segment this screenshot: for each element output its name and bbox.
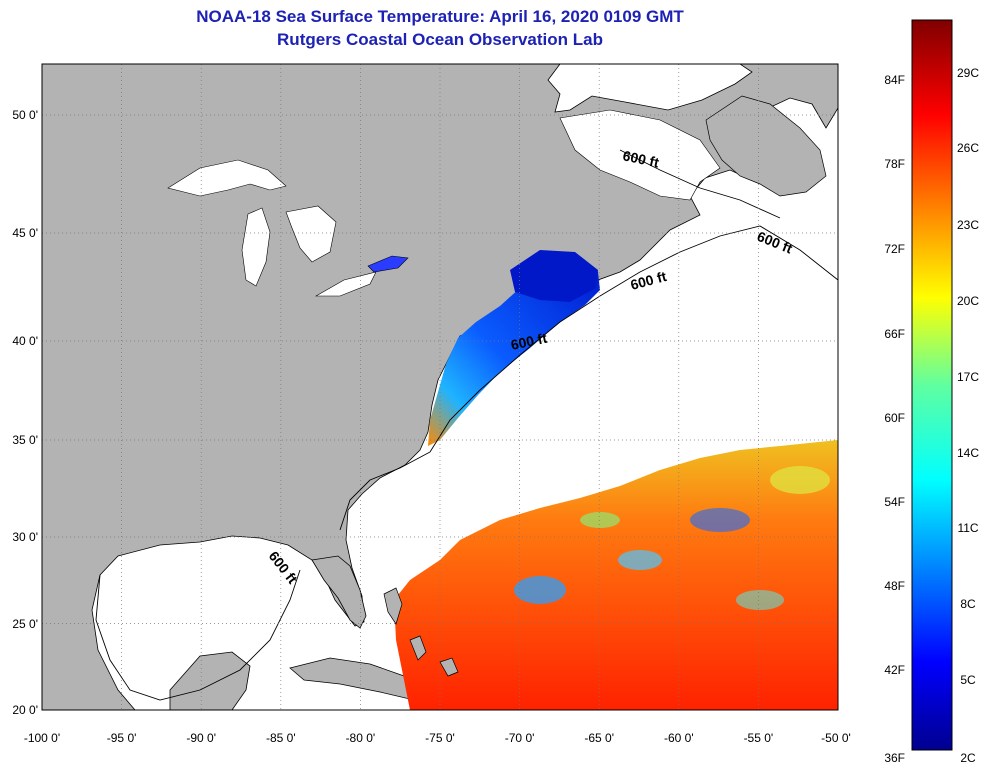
colorbar-f-label: 84F (884, 73, 905, 87)
lon-tick-label: -80 0' (346, 731, 376, 745)
colorbar-c-label: 17C (957, 370, 979, 384)
colorbar-c-label: 20C (957, 294, 979, 308)
lon-tick-label: -55 0' (744, 731, 774, 745)
colorbar-f-label: 60F (884, 411, 905, 425)
lat-tick-label: 45 0' (12, 226, 38, 240)
map-gridlines (42, 64, 838, 710)
florida-peninsula (311, 555, 367, 629)
lake-huron (285, 205, 337, 263)
yucatan-land (169, 651, 251, 710)
lat-tick-label: 30 0' (12, 530, 38, 544)
colorbar-c-label: 5C (960, 673, 976, 687)
lat-tick-label: 25 0' (12, 617, 38, 631)
map-title: NOAA-18 Sea Surface Temperature: April 1… (196, 7, 684, 26)
colorbar-c-label: 26C (957, 141, 979, 155)
colorbar-f-label: 54F (884, 495, 905, 509)
colorbar-f-label: 78F (884, 157, 905, 171)
lat-tick-label: 50 0' (12, 108, 38, 122)
contour-label: 600 ft (621, 147, 660, 170)
contour-label: 600 ft (509, 330, 548, 353)
warm-sst-region (394, 440, 838, 710)
colorbar-c-label: 8C (960, 597, 976, 611)
lake-superior (167, 159, 287, 197)
lon-tick-label: -65 0' (584, 731, 614, 745)
bahamas-islands (383, 587, 459, 677)
map-subtitle: Rutgers Coastal Ocean Observation Lab (277, 30, 603, 49)
colorbar-c-label: 2C (960, 751, 976, 765)
cool-patch (770, 466, 830, 494)
map-border (41, 63, 839, 711)
lon-tick-label: -95 0' (107, 731, 137, 745)
colorbar-c-label: 14C (957, 446, 979, 460)
lat-tick-label: 40 0' (12, 334, 38, 348)
cool-patch (736, 590, 784, 610)
cool-patch (514, 576, 566, 604)
depth-contours (95, 149, 838, 701)
colorbar-c-label: 11C (957, 521, 978, 535)
colorbar-f-label: 48F (884, 579, 905, 593)
lon-tick-label: -50 0' (821, 731, 851, 745)
colorbar-c-label: 29C (957, 66, 979, 80)
lon-tick-label: -75 0' (425, 731, 455, 745)
colorbar-f-label: 36F (884, 751, 905, 765)
lon-tick-label: -100 0' (24, 731, 60, 745)
lake-ontario (367, 255, 409, 273)
newfoundland-land (705, 95, 827, 197)
temperature-colorbar (911, 19, 953, 751)
lat-tick-label: 20 0' (12, 703, 38, 717)
gulf-of-maine-cold (510, 250, 598, 302)
lake-michigan (241, 207, 271, 287)
cool-patch (618, 550, 662, 570)
cool-patch (690, 508, 750, 532)
lon-tick-label: -60 0' (664, 731, 694, 745)
colorbar-f-label: 72F (884, 242, 905, 256)
colorbar-c-label: 23C (957, 218, 979, 232)
lat-tick-label: 35 0' (12, 433, 38, 447)
lon-tick-label: -90 0' (186, 731, 216, 745)
colorbar-f-label: 66F (884, 327, 905, 341)
lon-tick-label: -70 0' (505, 731, 535, 745)
lake-erie (314, 271, 377, 297)
gulf-st-lawrence (559, 109, 721, 201)
lon-tick-label: -85 0' (266, 731, 296, 745)
colorbar-f-label: 42F (884, 663, 905, 677)
cool-patch (580, 512, 620, 528)
